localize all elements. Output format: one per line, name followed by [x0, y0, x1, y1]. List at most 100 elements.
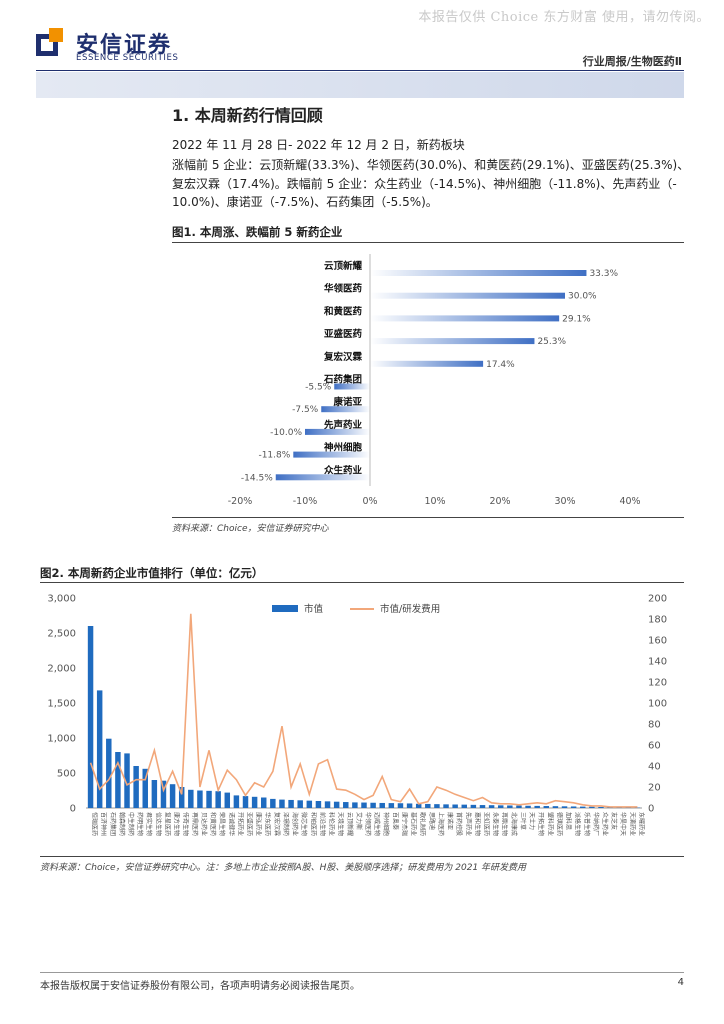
- y-right-tick-label: 20: [648, 783, 661, 794]
- category-label: 康诺亚: [332, 396, 362, 408]
- y-right-tick-label: 40: [648, 762, 661, 773]
- y-right-tick-label: 160: [648, 636, 667, 647]
- figure2-source: 资料来源：Choice，安信证券研究中心。注：多地上市企业按照A股、H股、美股顺…: [40, 863, 527, 873]
- y-right-tick-label: 60: [648, 741, 661, 752]
- summary-line-3: 10.0%)、康诺亚（-7.5%)、石药集团（-5.5%)。: [172, 195, 438, 209]
- figure1-source: 资料来源：Choice，安信证券研究中心: [172, 524, 329, 534]
- market-cap-bar: [561, 806, 568, 808]
- x-tick-label: 迈威生物: [373, 812, 381, 836]
- date-line: 2022 年 11 月 28 日- 2022 年 12 月 2 日，新药板块: [172, 138, 465, 152]
- x-tick-label: 恒瑞医药: [91, 812, 99, 836]
- market-cap-bar: [461, 804, 467, 808]
- market-cap-bar: [425, 803, 431, 808]
- x-tick-label: 众生药业: [601, 812, 609, 836]
- data-label: -14.5%: [241, 473, 273, 483]
- category-label: 亚盛医药: [324, 328, 363, 340]
- x-tick-label: 泽璟制药: [282, 812, 290, 836]
- x-tick-label: 贝达药业: [200, 812, 208, 836]
- data-label: -10.0%: [270, 428, 302, 438]
- x-tick-label: 信达生物: [154, 812, 162, 836]
- x-tick-label: 艾力斯: [355, 812, 363, 830]
- page-number: 4: [677, 977, 684, 988]
- data-label: 25.3%: [537, 337, 566, 347]
- market-cap-bar: [115, 752, 121, 808]
- x-tick-label: 神州细胞: [382, 812, 390, 836]
- x-tick-label: 开拓药业: [236, 812, 244, 836]
- section-title: 1. 本周新药行情回顾: [172, 106, 323, 125]
- bar-10: [275, 474, 370, 481]
- x-tick-label: 再鼎医药: [191, 812, 199, 836]
- x-tick-label: 三叶草: [519, 812, 527, 830]
- x-tick-label: -20%: [228, 496, 253, 507]
- x-tick-label: 歌礼制药: [419, 812, 427, 836]
- market-cap-bar: [178, 787, 185, 808]
- x-tick-label: 加科思: [565, 812, 573, 830]
- market-cap-bar: [479, 805, 486, 808]
- figure2-chart: 0 500 1,000 1,500 2,000 2,500 3,000 0 20 40 60 80 10…: [47, 594, 667, 837]
- x-tick-label: 德琪医药: [555, 812, 563, 836]
- bar-2: [370, 292, 565, 299]
- market-cap-bar: [388, 803, 395, 808]
- market-cap-bar: [142, 768, 148, 808]
- market-cap-bar: [497, 805, 504, 808]
- y-left-tick-label: 2,000: [47, 664, 76, 675]
- x-tick-label: 和黄医药: [209, 812, 217, 836]
- x-tick-label: 和铂医药: [309, 812, 317, 836]
- market-cap-bar: [625, 807, 632, 808]
- figure2-top-rule: [40, 582, 684, 583]
- category-label: 和黄医药: [323, 305, 363, 317]
- market-cap-bar: [233, 795, 240, 808]
- market-cap-bar: [361, 802, 367, 808]
- x-tick-label: 华领医药: [364, 812, 372, 836]
- figure1-bottom-rule: [172, 517, 684, 518]
- figure1-top-rule: [172, 242, 684, 243]
- x-tick-label: 40%: [619, 496, 640, 507]
- market-cap-bar: [543, 806, 550, 808]
- y-right-tick-label: 120: [648, 678, 667, 689]
- x-tick-label: 派格生物: [574, 812, 582, 836]
- x-tick-label: 百济神州: [100, 812, 108, 836]
- x-tick-label: 首药控股: [455, 812, 463, 836]
- market-cap-bar: [242, 796, 249, 808]
- x-tick-label: 再鼎生物: [501, 812, 509, 836]
- x-tick-label: 嘉和生物: [473, 812, 481, 836]
- legend-swatch-market-cap: [272, 605, 298, 612]
- market-cap-bar: [270, 798, 276, 808]
- y-right-tick-label: 80: [648, 720, 661, 731]
- x-tick-label: 亚盛医药: [246, 812, 254, 836]
- x-tick-label: 微芯生物: [300, 812, 308, 836]
- x-tick-label: 传奇生物: [182, 812, 190, 836]
- x-tick-label: 盟科药业: [546, 812, 554, 836]
- category-label: 众生药业: [324, 464, 363, 476]
- market-cap-bar: [552, 806, 559, 808]
- data-label: 17.4%: [486, 360, 515, 370]
- market-cap-bar: [570, 806, 577, 808]
- x-tick-label: 东曜药业: [637, 812, 645, 836]
- market-cap-bar: [589, 806, 595, 808]
- x-tick-label: 20%: [489, 496, 510, 507]
- x-tick-label: 永泰生物: [492, 812, 500, 836]
- x-tick-label: 诺诚健华: [227, 812, 235, 836]
- x-tick-label: 前沿生物: [318, 812, 326, 836]
- footer-disclaimer: 本报告版权属于安信证券股份有限公司，各项声明请务必阅读报告尾页。: [40, 981, 360, 992]
- x-tick-label: 华东医药: [264, 812, 272, 836]
- market-cap-bar: [197, 790, 203, 808]
- category-label: 神州细胞: [324, 442, 363, 454]
- market-cap-bar: [598, 806, 604, 808]
- data-label: 30.0%: [568, 292, 597, 302]
- category-label: 云顶新耀: [324, 260, 363, 272]
- market-cap-bar: [133, 766, 139, 808]
- bar-5: [370, 360, 484, 367]
- x-tick-label: 荣昌生物: [218, 812, 226, 836]
- figure2-caption: 图2. 本周新药企业市值排行（单位：亿元）: [40, 566, 264, 580]
- market-cap-bar: [151, 780, 158, 808]
- x-tick-label: 10%: [424, 496, 445, 507]
- x-tick-label: 开拓生物: [537, 812, 545, 836]
- y-left-tick-label: 3,000: [47, 594, 76, 605]
- bar-6: [334, 383, 370, 390]
- x-tick-label: 中生制药: [127, 812, 135, 836]
- x-tick-label: -10%: [293, 496, 318, 507]
- market-cap-bar: [452, 804, 458, 808]
- header-divider: [36, 70, 684, 71]
- category-label: 复宏汉霖: [323, 351, 363, 363]
